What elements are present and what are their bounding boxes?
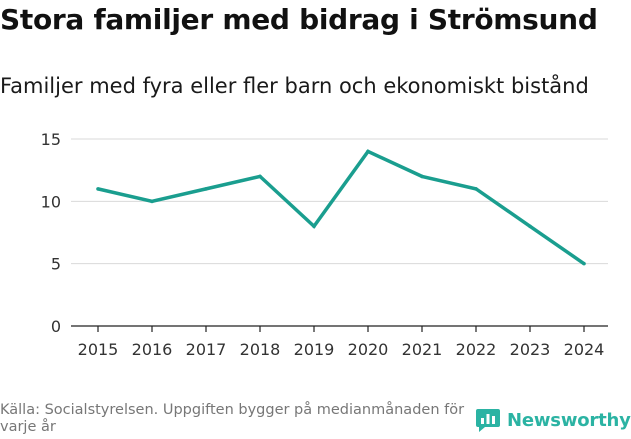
data-point <box>312 224 316 229</box>
newsworthy-logo-icon <box>476 409 500 432</box>
data-point <box>582 261 586 266</box>
x-tick-label: 2015 <box>78 340 119 359</box>
y-tick-label: 10 <box>41 192 61 211</box>
x-tick-label: 2024 <box>564 340 605 359</box>
gridlines <box>71 138 608 265</box>
brand-name: Newsworthy <box>507 409 631 431</box>
x-tick-label: 2016 <box>132 340 173 359</box>
x-tick-label: 2022 <box>456 340 497 359</box>
data-point <box>204 187 208 191</box>
data-point <box>528 224 532 229</box>
x-tick-label: 2017 <box>186 340 227 359</box>
data-point <box>420 174 424 179</box>
chart-title: Stora familjer med bidrag i Strömsund <box>0 3 598 36</box>
series-line <box>97 149 585 266</box>
x-tick-label: 2020 <box>348 340 389 359</box>
x-tick-labels: 2015 2016 2017 2018 2019 2020 2021 2022 2023 2024 <box>78 340 605 359</box>
y-tick-label: 5 <box>51 255 61 274</box>
data-points <box>96 149 586 266</box>
data-point <box>258 174 262 179</box>
y-tick-label: 0 <box>51 317 61 336</box>
data-point <box>474 187 478 191</box>
y-tick-label: 15 <box>41 130 61 149</box>
brand-logo: Newsworthy <box>475 407 631 433</box>
data-point <box>96 187 100 191</box>
x-tick-label: 2021 <box>402 340 443 359</box>
source-note: Källa: Socialstyrelsen. Uppgiften bygger… <box>0 402 465 435</box>
x-tick-label: 2023 <box>510 340 551 359</box>
y-tick-labels: 0 5 10 15 <box>41 130 61 336</box>
x-ticks <box>97 326 585 332</box>
data-point <box>150 199 154 204</box>
data-point <box>366 149 370 154</box>
x-tick-label: 2018 <box>240 340 281 359</box>
chart-subtitle: Familjer med fyra eller fler barn och ek… <box>0 74 589 98</box>
x-tick-label: 2019 <box>294 340 335 359</box>
